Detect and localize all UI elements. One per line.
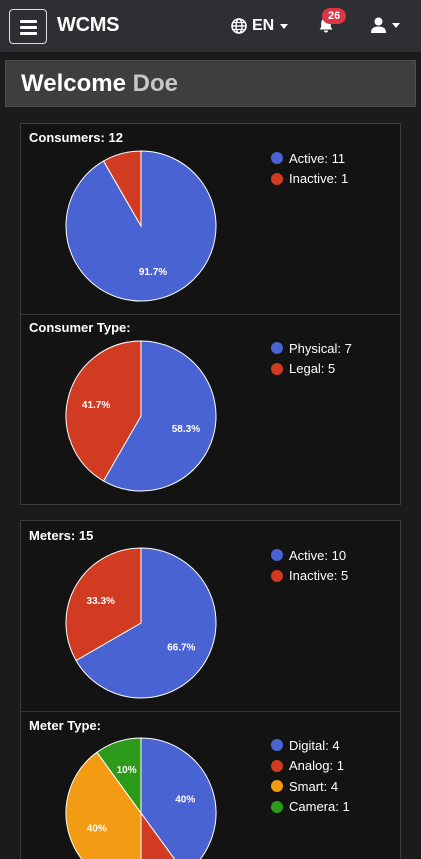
legend-label: Legal: 5 — [289, 361, 336, 377]
legend-label: Inactive: 1 — [289, 171, 349, 187]
pie-slice-inactive[interactable] — [65, 547, 142, 662]
legend-swatch — [271, 152, 283, 165]
welcome-header: Welcome Doe — [5, 60, 416, 107]
pie-slice-smart[interactable] — [65, 751, 142, 859]
pie-slice-physical[interactable] — [102, 340, 217, 492]
pie-slice-active[interactable] — [75, 547, 217, 699]
notification-badge[interactable]: 26 — [322, 8, 347, 24]
hamburger-menu-button[interactable] — [9, 9, 47, 44]
consumer-type-legend: Physical: 7 Legal: 5 — [271, 338, 352, 379]
legend-label: Inactive: 5 — [289, 568, 349, 584]
legend-item: Smart: 4 — [271, 776, 350, 797]
legend-label: Active: 10 — [289, 547, 347, 563]
menu-icon — [20, 20, 37, 23]
pie-slice-analog[interactable] — [140, 811, 185, 859]
legend-item: Inactive: 5 — [271, 566, 348, 587]
chart-title: Consumers: 12 — [29, 130, 123, 145]
top-navbar: WCMS EN 26 — [0, 0, 421, 52]
legend-item: Legal: 5 — [271, 359, 352, 380]
slice-percent-label: 41.7% — [82, 400, 110, 411]
legend-swatch — [271, 569, 283, 582]
legend-swatch — [271, 759, 283, 772]
meters-pie-chart: 66.7% 33.3% — [65, 547, 217, 699]
language-dropdown[interactable]: EN — [231, 16, 289, 36]
legend-swatch — [271, 172, 283, 185]
chevron-down-icon — [280, 23, 289, 29]
meters-card: Meters: 15 66.7% 33.3% Active: 10 Inactiv… — [20, 520, 401, 859]
user-menu-dropdown[interactable] — [371, 17, 400, 33]
meter-type-pie-chart: 40% 40% 10% — [65, 737, 217, 859]
consumers-card: Consumers: 12 91.7% Active: 11 Inactive:… — [20, 123, 401, 505]
legend-label: Smart: 4 — [289, 778, 339, 794]
slice-percent-label: 40% — [175, 795, 195, 806]
legend-swatch — [271, 342, 283, 355]
card-divider — [21, 711, 400, 712]
language-label: EN — [252, 17, 275, 34]
meter-type-legend: Digital: 4 Analog: 1 Smart: 4 Camera: 1 — [271, 735, 350, 817]
legend-swatch — [271, 800, 283, 813]
menu-icon-bar — [20, 26, 37, 29]
user-icon — [371, 17, 386, 33]
meters-legend: Active: 10 Inactive: 5 — [271, 545, 348, 586]
legend-item: Inactive: 1 — [271, 169, 348, 190]
slice-percent-label: 91.7% — [139, 267, 167, 278]
legend-swatch — [271, 362, 283, 375]
slice-percent-label: 58.3% — [172, 424, 200, 435]
legend-item: Analog: 1 — [271, 756, 350, 777]
legend-label: Digital: 4 — [289, 737, 340, 753]
page-title: Welcome Doe — [21, 70, 178, 98]
legend-label: Active: 11 — [289, 150, 346, 166]
chart-title: Meters: 15 — [29, 528, 94, 543]
legend-item: Digital: 4 — [271, 735, 350, 756]
legend-item: Physical: 7 — [271, 338, 352, 359]
legend-item: Camera: 1 — [271, 797, 350, 818]
welcome-greeting: Welcome — [21, 70, 126, 97]
chevron-down-icon — [392, 22, 400, 28]
menu-icon-bar — [20, 32, 37, 35]
pie-slice-digital[interactable] — [140, 737, 217, 859]
legend-item: Active: 11 — [271, 148, 348, 169]
legend-swatch — [271, 739, 283, 752]
legend-label: Analog: 1 — [289, 758, 344, 774]
pie-slice-camera[interactable] — [96, 737, 142, 815]
card-divider — [21, 314, 400, 315]
consumers-legend: Active: 11 Inactive: 1 — [271, 148, 348, 189]
app-brand[interactable]: WCMS — [57, 14, 120, 36]
consumer-type-pie-chart: 58.3% 41.7% — [65, 340, 217, 492]
legend-swatch — [271, 549, 283, 562]
legend-swatch — [271, 780, 283, 793]
legend-item: Active: 10 — [271, 545, 348, 566]
legend-label: Camera: 1 — [289, 799, 350, 815]
pie-slice-inactive[interactable] — [102, 150, 142, 228]
globe-icon — [231, 18, 247, 34]
legend-label: Physical: 7 — [289, 340, 352, 356]
chart-title: Consumer Type: — [29, 320, 131, 335]
pie-slice-legal[interactable] — [65, 340, 142, 482]
slice-percent-label: 10% — [117, 765, 137, 776]
user-name: Doe — [132, 70, 178, 97]
slice-percent-label: 66.7% — [167, 642, 195, 653]
slice-percent-label: 40% — [87, 823, 107, 834]
slice-percent-label: 33.3% — [87, 596, 115, 607]
chart-title: Meter Type: — [29, 718, 101, 733]
consumers-pie-chart: 91.7% — [65, 150, 217, 302]
